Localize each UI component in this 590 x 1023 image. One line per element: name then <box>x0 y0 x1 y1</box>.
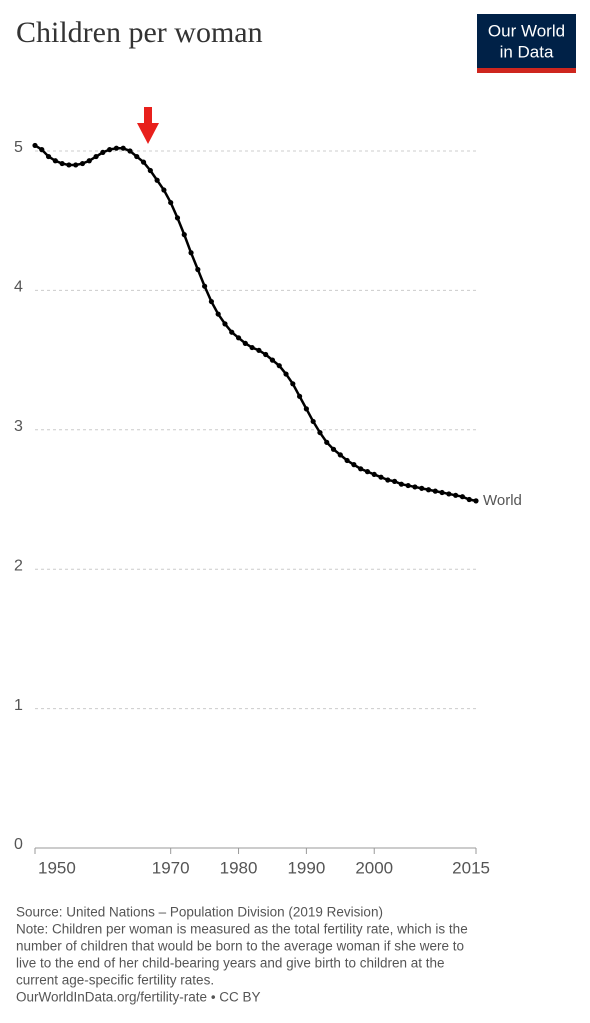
footer-text: current age-specific fertility rates. <box>16 973 214 988</box>
data-point <box>459 494 466 500</box>
data-point <box>120 145 126 151</box>
data-point <box>398 481 404 487</box>
data-point <box>385 477 391 483</box>
data-point <box>235 335 242 341</box>
y-tick-label: 4 <box>14 279 23 296</box>
data-point <box>52 158 58 164</box>
data-point <box>202 283 208 289</box>
data-point <box>168 199 174 206</box>
data-point <box>358 466 364 472</box>
data-point <box>222 321 228 327</box>
data-point <box>337 452 343 458</box>
arrow-annotation <box>137 107 159 144</box>
data-point <box>154 177 160 183</box>
data-point <box>188 250 194 256</box>
data-point <box>45 153 52 160</box>
data-point <box>249 344 255 351</box>
data-point <box>107 147 113 153</box>
data-point <box>324 439 330 445</box>
logo-text: Our World <box>488 21 565 40</box>
data-point <box>391 478 398 484</box>
data-point <box>378 474 384 480</box>
data-point <box>439 489 445 496</box>
data-point <box>208 298 214 305</box>
data-point <box>39 147 45 153</box>
data-point <box>127 148 133 154</box>
data-point <box>256 347 262 353</box>
data-point <box>242 340 248 346</box>
y-tick-label: 0 <box>14 836 23 853</box>
data-point <box>425 487 432 493</box>
data-point <box>371 471 377 478</box>
data-point <box>310 418 316 425</box>
data-point <box>330 446 337 452</box>
footer-text: Note: Children per woman is measured as … <box>16 922 468 937</box>
footer-text: OurWorldInData.org/fertility-rate • CC B… <box>16 990 261 1005</box>
series-label: World <box>483 492 522 509</box>
data-point <box>147 167 153 174</box>
data-point <box>351 462 357 468</box>
data-point <box>446 491 452 497</box>
data-point <box>59 160 65 167</box>
data-point <box>412 484 418 490</box>
x-tick-label: 2015 <box>452 858 490 877</box>
data-point <box>453 492 459 498</box>
data-point <box>405 482 411 489</box>
data-point <box>181 232 187 238</box>
data-point <box>303 406 309 412</box>
y-tick-label: 5 <box>14 139 23 156</box>
x-tick-label: 1950 <box>38 858 76 877</box>
data-point <box>66 162 72 168</box>
data-point <box>364 469 371 475</box>
footer-text: Source: United Nations – Population Divi… <box>16 905 383 920</box>
data-point <box>113 145 120 151</box>
x-tick-label: 1980 <box>220 858 258 877</box>
data-point <box>86 158 92 164</box>
data-point <box>344 457 350 464</box>
y-tick-label: 1 <box>14 697 23 714</box>
data-point <box>432 488 438 494</box>
x-tick-label: 2000 <box>355 858 393 877</box>
footer-text: live to the end of her child-bearing yea… <box>16 956 445 971</box>
data-point <box>229 329 235 335</box>
data-point <box>140 159 147 165</box>
x-tick-label: 1990 <box>287 858 325 877</box>
data-point <box>215 311 221 317</box>
data-point <box>79 160 86 167</box>
data-point <box>263 351 269 358</box>
data-point <box>161 187 167 193</box>
data-point <box>32 142 38 149</box>
data-point <box>317 429 323 436</box>
logo-bar <box>477 68 576 73</box>
data-point <box>297 393 303 399</box>
data-point <box>466 496 472 503</box>
logo-box <box>477 14 576 68</box>
logo: Our World in Data <box>477 14 576 73</box>
data-point <box>283 371 289 377</box>
data-point <box>269 357 276 363</box>
logo-text: in Data <box>500 42 554 61</box>
data-point <box>419 485 425 491</box>
chart-title: Children per woman <box>16 16 263 49</box>
footer-text: number of children that would be born to… <box>16 939 464 954</box>
data-point <box>290 381 296 387</box>
data-point <box>100 149 106 155</box>
data-point <box>93 153 99 160</box>
data-line <box>34 144 477 503</box>
data-point <box>473 498 479 504</box>
data-point <box>276 363 282 369</box>
data-point <box>174 215 181 221</box>
arrow-head <box>137 123 159 144</box>
y-tick-label: 2 <box>14 557 23 574</box>
arrow-shaft <box>144 107 152 125</box>
data-point <box>134 153 140 160</box>
data-point <box>195 266 201 273</box>
x-tick-label: 1970 <box>152 858 190 877</box>
y-tick-label: 3 <box>14 418 23 435</box>
data-point <box>73 162 79 168</box>
